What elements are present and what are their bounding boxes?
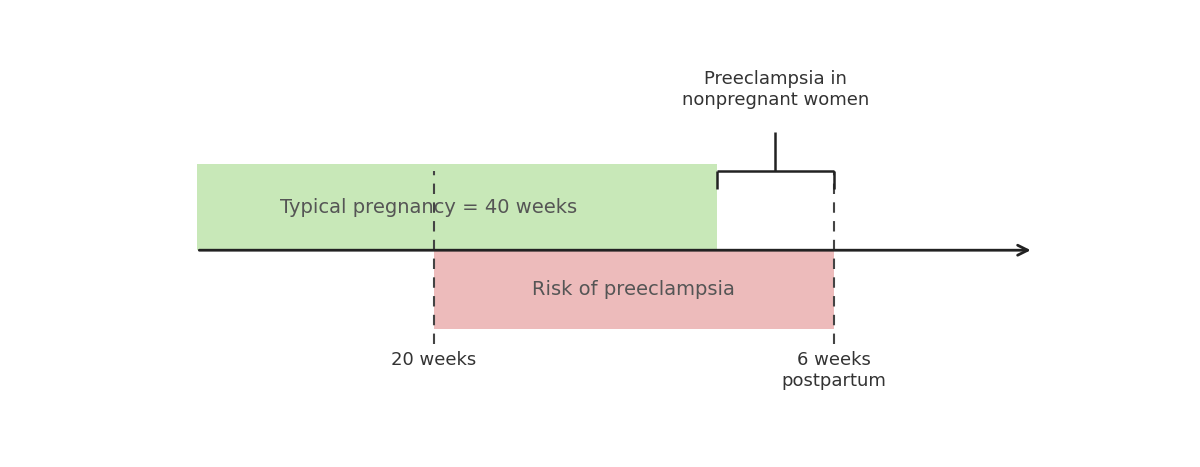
Text: Risk of preeclampsia: Risk of preeclampsia [532, 280, 736, 299]
Bar [197, 164, 718, 250]
Text: 6 weeks
postpartum: 6 weeks postpartum [781, 351, 886, 389]
Text: Preeclampsia in
nonpregnant women: Preeclampsia in nonpregnant women [682, 71, 869, 109]
Text: 20 weeks: 20 weeks [391, 351, 476, 369]
Bar [433, 250, 834, 329]
Text: Typical pregnancy = 40 weeks: Typical pregnancy = 40 weeks [281, 198, 577, 217]
